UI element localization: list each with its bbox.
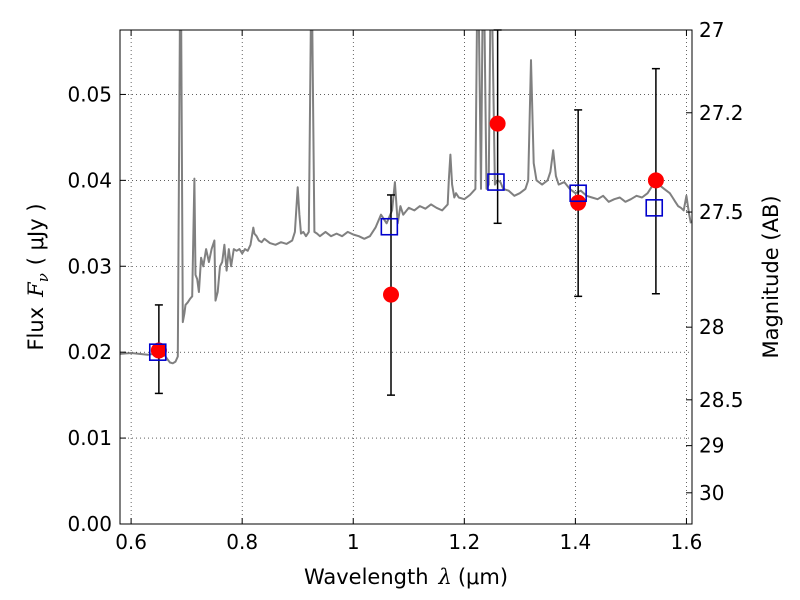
observed-point bbox=[150, 342, 167, 359]
y2-tick-label: 27 bbox=[699, 18, 724, 42]
observed-point bbox=[383, 286, 400, 303]
model-points bbox=[148, 173, 664, 361]
observed-points bbox=[150, 115, 664, 359]
model-point bbox=[380, 217, 399, 236]
x-tick-label: 1.6 bbox=[671, 530, 703, 554]
y2-tick-label: 27.5 bbox=[699, 200, 744, 224]
model-point bbox=[148, 343, 167, 361]
y-tick-label: 0.04 bbox=[67, 168, 112, 192]
y-tick-label: 0.00 bbox=[67, 512, 112, 536]
observed-point bbox=[570, 194, 587, 211]
y2-tick-label: 28 bbox=[699, 315, 724, 339]
x-tick-label: 0.6 bbox=[115, 530, 147, 554]
plot-area bbox=[120, 30, 692, 524]
x-tick-label: 1.2 bbox=[448, 530, 480, 554]
y2-axis-ticks: 27 27.2 27.5 28 28.5 29 30 bbox=[686, 18, 744, 505]
observed-point bbox=[489, 115, 506, 132]
plot-frame bbox=[119, 29, 693, 525]
y-tick-label: 0.01 bbox=[67, 426, 112, 450]
y-axis-label: FluxFν( μJy ) bbox=[24, 203, 52, 350]
x-axis-ticks: 0.6 0.8 1 1.2 1.4 1.6 bbox=[115, 30, 702, 554]
observed-point bbox=[647, 172, 664, 189]
model-point bbox=[487, 173, 505, 191]
x-tick-label: 1 bbox=[347, 530, 360, 554]
x-tick-label: 0.8 bbox=[226, 530, 258, 554]
y-tick-label: 0.05 bbox=[67, 82, 112, 106]
y2-axis-label: Magnitude (AB) bbox=[759, 195, 783, 358]
sed-model-layer bbox=[120, 30, 692, 365]
sed-model-line bbox=[120, 30, 692, 365]
model-point bbox=[569, 184, 587, 203]
y2-tick-label: 29 bbox=[699, 434, 724, 458]
y-tick-label: 0.02 bbox=[67, 340, 112, 364]
x-tick-label: 1.4 bbox=[559, 530, 591, 554]
y2-tick-label: 28.5 bbox=[699, 388, 744, 412]
y-tick-label: 0.03 bbox=[67, 254, 112, 278]
model-point bbox=[645, 199, 664, 217]
y2-tick-label: 30 bbox=[699, 481, 724, 505]
y-axis-ticks: 0.00 0.01 0.02 0.03 0.04 0.05 bbox=[67, 82, 126, 536]
y2-tick-label: 27.2 bbox=[699, 101, 744, 125]
x-axis-label: Wavelength λ (μm) bbox=[304, 565, 508, 589]
